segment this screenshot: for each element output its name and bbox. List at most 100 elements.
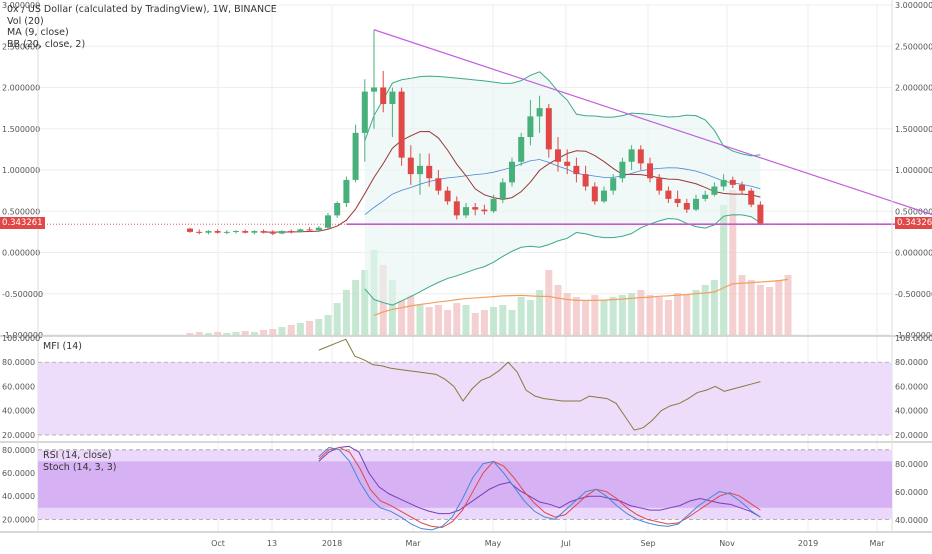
mfi-axis-label-left: 80.0000 bbox=[2, 358, 35, 367]
candle-body bbox=[545, 108, 552, 150]
time-axis-label: Mar bbox=[869, 539, 885, 548]
study-volume-label[interactable]: Vol (20) bbox=[7, 15, 44, 27]
volume-bar bbox=[738, 275, 746, 335]
rsi-pane-label[interactable]: RSI (14, close) bbox=[43, 450, 112, 461]
volume-bar bbox=[333, 303, 341, 335]
volume-bar bbox=[628, 293, 636, 335]
volume-bar bbox=[388, 280, 396, 335]
osc-axis-label-right: 80.0000 bbox=[895, 460, 928, 469]
mfi-axis-label-left: 100.0000 bbox=[2, 334, 40, 343]
bb-basis-line bbox=[364, 159, 761, 216]
time-axis-label: May bbox=[485, 539, 502, 548]
study-bb-label[interactable]: BB (20, close, 2) bbox=[7, 38, 86, 50]
volume-bar bbox=[324, 315, 332, 335]
volume-bar bbox=[223, 333, 231, 335]
candle-body bbox=[407, 157, 414, 175]
volume-bar bbox=[747, 280, 755, 335]
stoch-pane-label[interactable]: Stoch (14, 3, 3) bbox=[43, 462, 117, 473]
candle-body bbox=[610, 178, 617, 191]
price-axis-label-right: 2.000000 bbox=[895, 84, 932, 93]
candle-body bbox=[536, 108, 543, 117]
volume-bar bbox=[434, 305, 442, 335]
mfi-line bbox=[318, 338, 761, 431]
osc-series-line bbox=[318, 446, 761, 529]
price-axis-label-left: -0.500000 bbox=[2, 290, 43, 299]
study-ma-label[interactable]: MA (9, close) bbox=[7, 27, 69, 38]
candle-body bbox=[527, 116, 534, 137]
candle-body bbox=[389, 91, 396, 104]
candle-body bbox=[711, 186, 718, 195]
volume-bar bbox=[499, 305, 507, 335]
volume-bar bbox=[453, 303, 461, 335]
candle-body bbox=[555, 149, 561, 162]
price-axis-label-left: 0.500000 bbox=[2, 207, 40, 216]
volume-bar bbox=[720, 205, 728, 335]
volume-bar bbox=[701, 285, 709, 335]
candle-body bbox=[297, 229, 304, 232]
candle-body bbox=[279, 231, 285, 234]
candle-body bbox=[481, 209, 488, 212]
volume-bar bbox=[526, 300, 534, 335]
candle-body bbox=[665, 190, 672, 199]
volume-bar bbox=[572, 297, 580, 335]
candle-body bbox=[288, 231, 295, 233]
volume-bar bbox=[692, 290, 700, 335]
volume-bar bbox=[425, 307, 433, 335]
candle-body bbox=[656, 178, 663, 191]
volume-bar bbox=[600, 300, 608, 335]
price-axis-label-left: 2.500000 bbox=[2, 42, 40, 51]
last-price-tag-left: 0.343261 bbox=[0, 217, 45, 229]
candle-body bbox=[720, 179, 727, 187]
volume-bar bbox=[664, 300, 672, 335]
candle-body bbox=[343, 179, 350, 203]
candle-body bbox=[214, 231, 221, 233]
mfi-axis-label-right: 60.0000 bbox=[895, 382, 928, 391]
volume-bar bbox=[241, 331, 249, 335]
time-axis-label: Sep bbox=[640, 539, 655, 548]
bb-band-fill bbox=[364, 71, 761, 306]
volume-bar bbox=[784, 275, 792, 335]
price-axis-label-right: 1.500000 bbox=[895, 125, 932, 134]
candle-body bbox=[242, 231, 249, 233]
osc-axis-label-right: 60.0000 bbox=[895, 488, 928, 497]
volume-bar bbox=[361, 270, 369, 335]
candle-body bbox=[647, 163, 653, 179]
candle-body bbox=[453, 201, 460, 216]
symbol-title[interactable]: 0x / US Dollar (calculated by TradingVie… bbox=[7, 4, 277, 15]
time-axis-label: 2019 bbox=[798, 539, 818, 548]
candle-body bbox=[269, 232, 276, 234]
volume-bar bbox=[766, 287, 774, 335]
candle-body bbox=[444, 190, 451, 202]
candle-body bbox=[426, 165, 433, 179]
mfi-pane-label[interactable]: MFI (14) bbox=[43, 341, 82, 352]
volume-bar bbox=[674, 293, 682, 335]
time-axis-label: Nov bbox=[719, 539, 735, 548]
candle-body bbox=[591, 186, 598, 202]
osc-series-line bbox=[318, 446, 761, 531]
candle-body bbox=[499, 182, 506, 199]
price-axis-label-left: 1.500000 bbox=[2, 125, 40, 134]
candle-body bbox=[693, 198, 699, 210]
price-axis-label-right: 1.000000 bbox=[895, 166, 932, 175]
candle-body bbox=[315, 227, 322, 231]
volume-bar bbox=[407, 295, 415, 335]
volume-bar bbox=[536, 290, 544, 335]
candle-body bbox=[187, 228, 193, 232]
volume-bar bbox=[462, 305, 470, 335]
time-axis-label: Jul bbox=[560, 539, 571, 548]
price-axis-label-left: 0.000000 bbox=[2, 249, 40, 258]
volume-bar bbox=[618, 295, 626, 335]
candle-body bbox=[223, 231, 230, 233]
price-axis-label-right: 2.500000 bbox=[895, 42, 932, 51]
volume-bar bbox=[480, 310, 488, 335]
candle-body bbox=[702, 194, 709, 199]
volume-bar bbox=[582, 300, 590, 335]
volume-bar bbox=[296, 323, 304, 335]
volume-bar bbox=[591, 295, 599, 335]
volume-bar bbox=[444, 310, 452, 335]
descending-trendline bbox=[373, 29, 932, 216]
candle-body bbox=[205, 231, 212, 233]
volume-bar bbox=[609, 297, 617, 335]
osc-axis-label-left: 40.0000 bbox=[2, 492, 35, 501]
